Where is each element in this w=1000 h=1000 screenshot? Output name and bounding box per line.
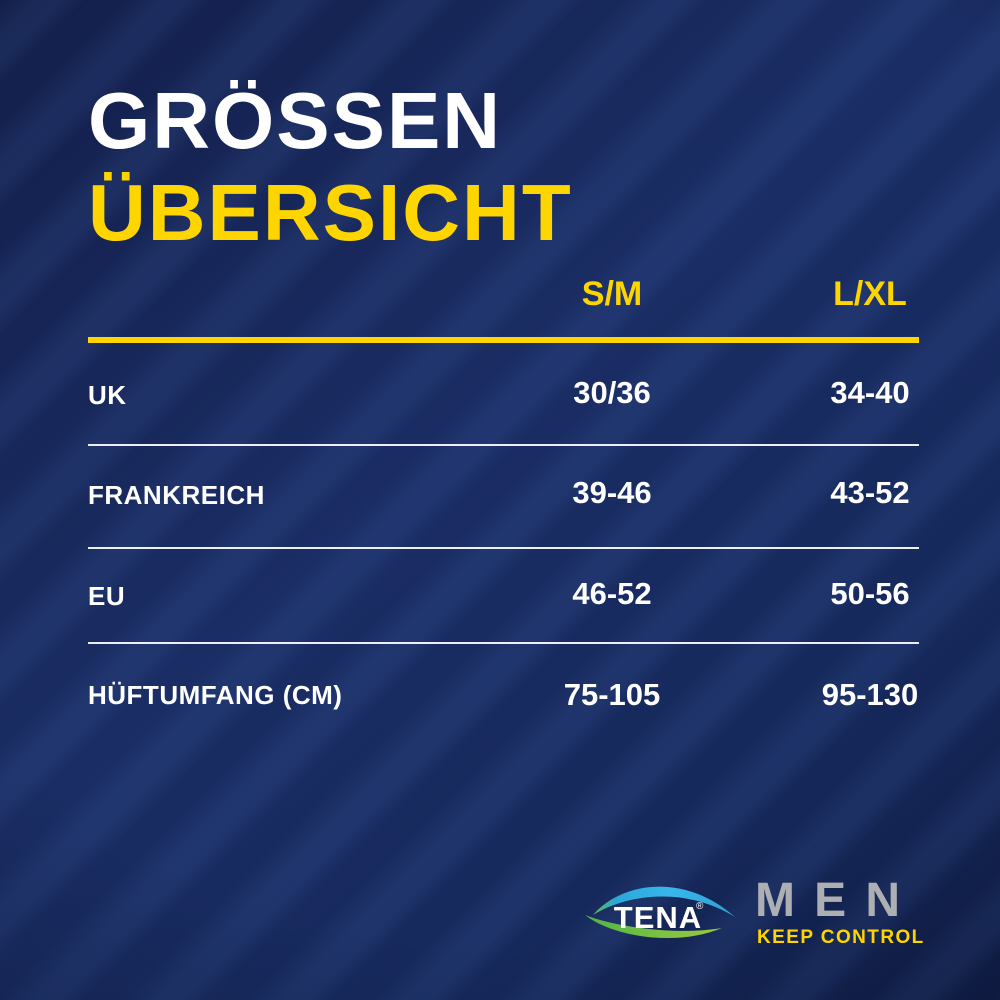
row-value-lxl: 50-56 xyxy=(830,576,910,611)
row-value-lxl: 95-130 xyxy=(821,677,919,712)
tena-swoosh-top-icon xyxy=(593,886,735,917)
row-value-sm: 46-52 xyxy=(572,576,652,611)
registered-trademark-icon: ® xyxy=(696,901,704,912)
row-label-eu: EU xyxy=(88,581,126,611)
tena-logo: TENA ® xyxy=(585,886,735,939)
row-label-hueftumfang: HÜFTUMFANG (CM) xyxy=(88,680,343,710)
row-separator xyxy=(88,444,919,446)
row-value-sm: 75-105 xyxy=(563,677,661,712)
column-header-lxl: L/XL xyxy=(833,275,907,313)
page-title-line1: GRÖSSEN xyxy=(88,76,503,165)
tena-swoosh-bottom-icon xyxy=(585,915,722,939)
row-value-lxl: 43-52 xyxy=(830,475,910,510)
page-title-line2: ÜBERSICHT xyxy=(88,168,573,257)
row-value-lxl: 34-40 xyxy=(830,375,910,410)
row-separator xyxy=(88,547,919,549)
men-wordmark: MEN xyxy=(755,874,920,927)
row-label-uk: UK xyxy=(88,380,127,410)
keep-control-tagline: KEEP CONTROL xyxy=(757,927,925,948)
row-value-sm: 39-46 xyxy=(572,475,652,510)
row-separator xyxy=(88,642,919,644)
row-value-sm: 30/36 xyxy=(573,375,651,410)
header-rule xyxy=(88,337,919,343)
column-header-sm: S/M xyxy=(581,275,643,313)
row-label-frankreich: FRANKREICH xyxy=(88,480,265,510)
tena-wordmark: TENA xyxy=(614,900,702,935)
